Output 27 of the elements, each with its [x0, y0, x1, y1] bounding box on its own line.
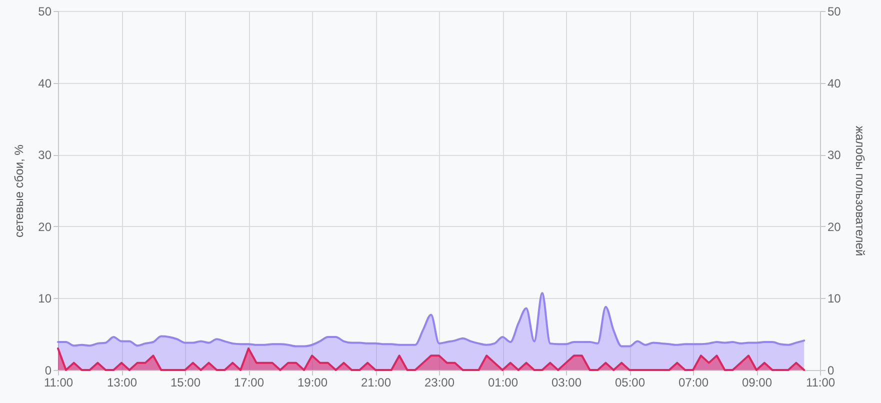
y-tick-label: 30 [38, 148, 52, 162]
y-tick-label: 0 [44, 364, 52, 378]
x-tick-label: 17:00 [234, 376, 264, 390]
x-tick-label: 11:00 [44, 376, 74, 390]
x-tick-label: 09:00 [742, 376, 772, 390]
x-tick-label: 03:00 [551, 376, 582, 390]
x-tick-label: 01:00 [488, 376, 518, 390]
x-tick-label: 05:00 [614, 376, 646, 390]
y-tick-label: 50 [38, 4, 52, 18]
y-tick-label: 20 [38, 220, 52, 234]
y2-tick-label: 50 [828, 4, 842, 18]
y2-tick-label: 0 [828, 364, 834, 378]
x-tick-label: 15:00 [170, 376, 201, 390]
y-tick-label: 40 [38, 76, 52, 90]
x-tick-label: 13:00 [106, 376, 138, 390]
x-tick-label: 19:00 [297, 376, 328, 390]
y2-tick-label: 10 [828, 292, 842, 306]
x-tick-label: 21:00 [360, 376, 392, 390]
y2-tick-label: 20 [828, 220, 842, 234]
x-tick-label: 07:00 [678, 376, 709, 390]
y-tick-label: 10 [38, 292, 52, 306]
x-tick-label: 23:00 [424, 376, 455, 390]
y-axis-title: сетевые сбои, % [12, 144, 26, 238]
y2-tick-label: 40 [828, 76, 842, 90]
x-tick-label: 11:00 [806, 376, 836, 390]
y2-axis-title: жалобы пользователей [852, 126, 867, 256]
y2-tick-label: 30 [828, 148, 842, 162]
